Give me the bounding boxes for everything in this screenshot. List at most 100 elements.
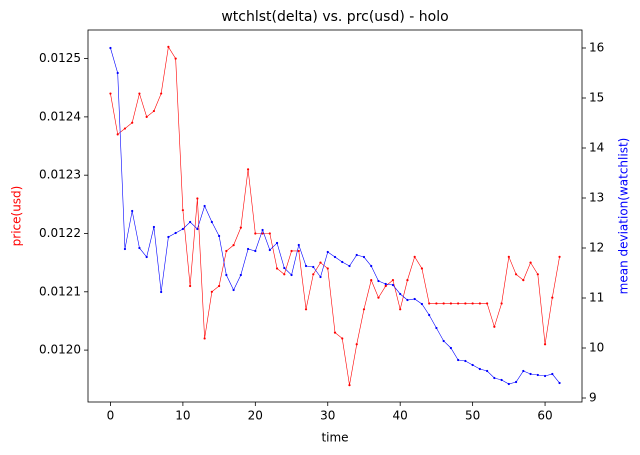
point [203,337,206,340]
point [522,369,525,373]
point [232,288,235,292]
point [377,296,380,299]
point [232,244,235,247]
point [514,380,518,384]
point [297,249,300,253]
point [457,358,460,362]
point [123,127,127,130]
point [413,297,416,301]
x-tick-label: 60 [537,409,552,423]
x-tick-label: 20 [248,409,263,423]
x-tick-label: 10 [175,409,190,423]
point [326,267,329,270]
point [391,283,395,287]
point [218,234,221,238]
chart-title: wtchlst(delta) vs. prc(usd) - holo [221,9,448,25]
y-tick-label: 0.0125 [39,51,81,65]
point [536,273,539,276]
point [442,339,445,343]
point [304,308,308,311]
point [370,279,373,282]
point [189,220,192,224]
point [116,133,119,136]
point [210,220,213,224]
y2-tick-label: 10 [589,341,604,355]
point [160,290,163,294]
point [145,115,148,118]
y2-tick-label: 16 [589,41,604,55]
point [131,209,134,213]
point [507,382,510,386]
point [254,249,257,253]
point [261,232,264,235]
point [138,92,141,95]
point [551,372,554,376]
point [449,302,452,305]
point [218,284,221,288]
point [348,264,351,268]
point [486,302,489,305]
point [529,372,532,376]
y2-tick-label: 14 [589,141,604,155]
point [493,376,496,380]
y-tick-label: 0.0124 [39,109,81,123]
point [464,302,467,305]
x-tick-label: 50 [465,409,480,423]
point [413,255,416,258]
point [522,279,525,282]
point [196,227,199,231]
y2-axis-label: mean deviation(watchlist) [617,138,631,295]
point [543,374,547,378]
point [131,121,134,124]
point [377,279,380,283]
point [239,226,242,229]
point [471,302,474,305]
point [116,71,119,75]
point [239,273,242,277]
point [507,255,510,258]
y2-tick-label: 12 [589,241,604,255]
point [428,313,431,317]
point [189,284,192,288]
y-tick-label: 0.0120 [39,343,81,357]
point [493,325,496,328]
point [449,346,452,350]
point [384,282,387,286]
point [138,246,141,250]
point [420,302,424,306]
point [268,248,271,252]
point [283,273,286,276]
point [181,227,184,231]
point [471,363,474,367]
point [203,204,206,208]
point [406,298,409,302]
point [514,273,518,276]
point [399,292,402,296]
point [500,378,503,382]
point [312,273,315,276]
point [290,249,293,253]
point [268,232,271,235]
y2-tick-label: 13 [589,191,604,205]
point [486,369,489,373]
point [362,308,366,311]
point [181,209,184,212]
point [326,250,329,254]
point [399,308,402,311]
point [457,302,460,305]
point [435,302,438,305]
point [464,359,467,363]
point [109,92,112,95]
point [152,225,156,229]
point [261,228,264,232]
point [297,243,300,247]
point [529,261,532,264]
point [406,279,409,282]
point [160,92,163,95]
point [435,326,438,330]
point [333,255,337,259]
x-axis-label: time [321,431,348,445]
point [174,231,177,235]
x-tick-label: 0 [107,409,115,423]
